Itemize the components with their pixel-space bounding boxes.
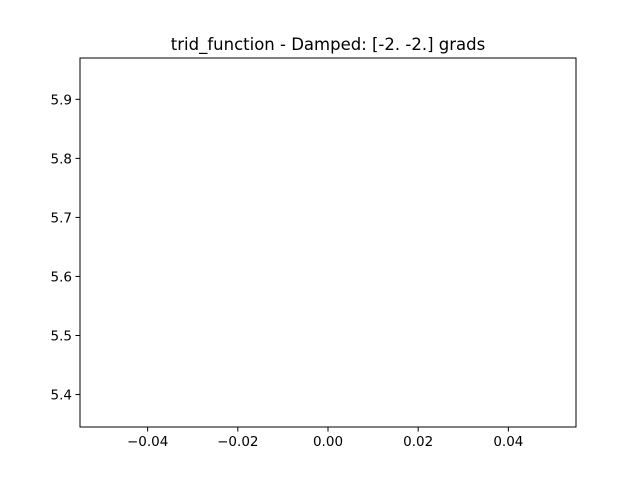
y-tick-label: 5.7 bbox=[51, 210, 72, 226]
x-tick-label: 0.00 bbox=[313, 434, 343, 450]
x-tick-label: −0.02 bbox=[217, 434, 258, 450]
x-tick-label: 0.04 bbox=[493, 434, 523, 450]
x-axis: −0.04 −0.02 0.00 0.02 0.04 bbox=[127, 427, 523, 450]
y-axis: 5.4 5.5 5.6 5.7 5.8 5.9 bbox=[51, 92, 80, 404]
y-tick-label: 5.4 bbox=[51, 388, 72, 404]
x-tick-label: 0.02 bbox=[403, 434, 433, 450]
y-tick-label: 5.8 bbox=[51, 151, 72, 167]
chart-title: trid_function - Damped: [-2. -2.] grads bbox=[171, 35, 485, 55]
x-tick-label: −0.04 bbox=[127, 434, 168, 450]
plot-area bbox=[80, 58, 576, 427]
y-tick-label: 5.6 bbox=[51, 269, 72, 285]
axes-frame bbox=[79, 57, 577, 428]
y-tick-label: 5.9 bbox=[51, 92, 72, 108]
y-tick-label: 5.5 bbox=[51, 328, 72, 344]
